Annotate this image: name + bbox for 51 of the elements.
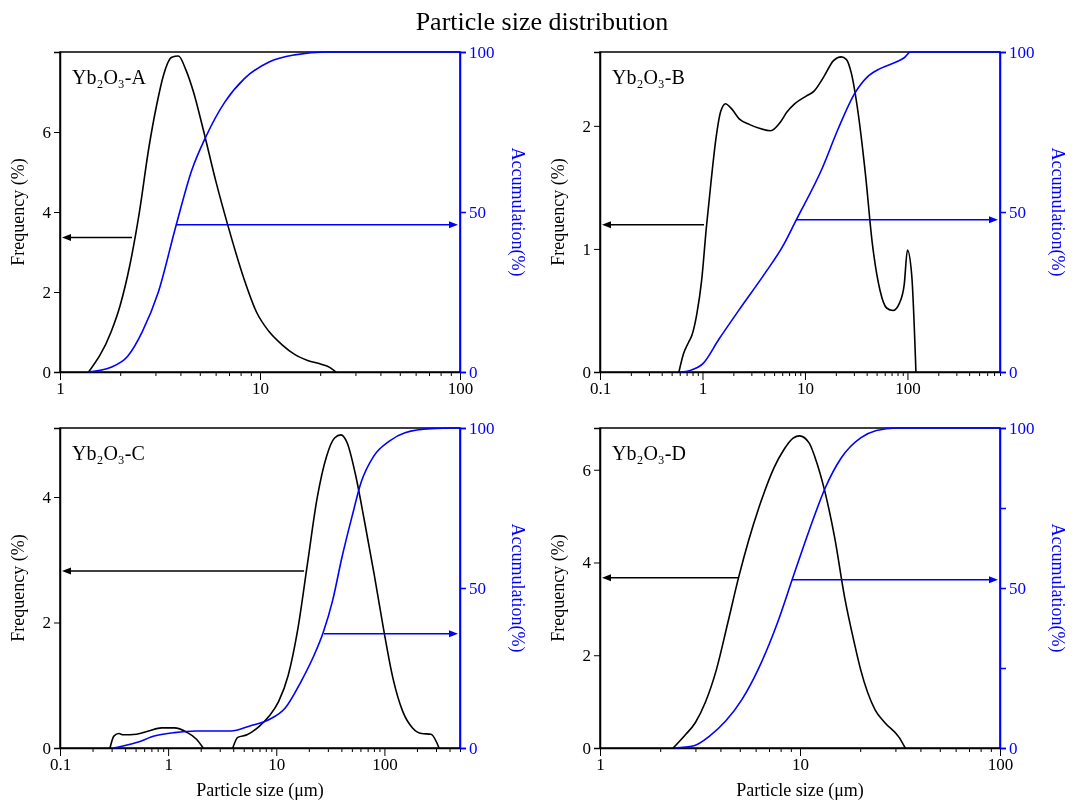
y-tick-label: 0	[582, 362, 591, 382]
y2-tick-label: 100	[1009, 418, 1035, 438]
y2-tick-label: 0	[469, 738, 478, 758]
y-tick-label: 6	[42, 122, 51, 142]
y-tick-label: 2	[42, 282, 51, 302]
x-tick-label: 10	[796, 378, 814, 398]
x-tick-label: 1	[698, 378, 708, 398]
text: Particle size distribution	[415, 7, 669, 36]
x-tick-label: 0.1	[49, 754, 72, 774]
y2-tick-label: 50	[469, 202, 486, 222]
y-tick-label: 2	[582, 646, 591, 666]
annotation: Yb₂O₃-D	[612, 442, 686, 464]
y-axis-title: Frequency (%)	[8, 158, 29, 266]
y-axis-title: Frequency (%)	[548, 534, 569, 642]
x-tick-label: 1	[164, 754, 173, 774]
y2-tick-label: 100	[1009, 42, 1035, 62]
annotation: Yb₂O₃-B	[612, 66, 685, 88]
y2-tick-label: 100	[469, 418, 495, 438]
y-axis-title: Frequency (%)	[8, 534, 29, 642]
x-tick-label: 100	[372, 754, 398, 774]
y-tick-label: 4	[582, 553, 592, 573]
y2-tick-label: 0	[1009, 362, 1018, 382]
y-axis-title: Frequency (%)	[548, 158, 569, 266]
annotation: Yb₂O₃-A	[72, 66, 147, 88]
y2-axis-title: Accumulation(%)	[507, 523, 528, 653]
x-tick-label: 10	[268, 754, 286, 774]
y2-tick-label: 100	[469, 42, 495, 62]
y2-axis-title: Accumulation(%)	[1047, 147, 1068, 277]
x-tick-label: 0.1	[589, 378, 612, 398]
y-tick-label: 0	[42, 362, 51, 382]
x-tick-label: 100	[895, 378, 921, 398]
y2-axis-title: Accumulation(%)	[507, 147, 528, 277]
y-tick-label: 6	[582, 460, 591, 480]
x-axis-title: Particle size (μm)	[196, 780, 324, 801]
x-axis-title: Particle size (μm)	[736, 780, 864, 801]
x-tick-label: 1	[56, 378, 65, 398]
annotation: Yb₂O₃-C	[72, 442, 145, 464]
y2-axis-title: Accumulation(%)	[1047, 523, 1068, 653]
y-tick-label: 4	[42, 202, 52, 222]
y-tick-label: 2	[582, 116, 591, 136]
y-tick-label: 1	[582, 239, 591, 259]
x-tick-label: 10	[252, 378, 269, 398]
y2-tick-label: 50	[469, 578, 486, 598]
y-tick-label: 0	[582, 738, 591, 758]
y-tick-label: 2	[42, 613, 51, 633]
y-tick-label: 0	[42, 738, 51, 758]
x-tick-label: 1	[596, 754, 605, 774]
x-tick-label: 10	[792, 754, 809, 774]
y2-tick-label: 50	[1009, 578, 1026, 598]
y2-tick-label: 50	[1009, 202, 1026, 222]
y-tick-label: 4	[42, 487, 52, 507]
